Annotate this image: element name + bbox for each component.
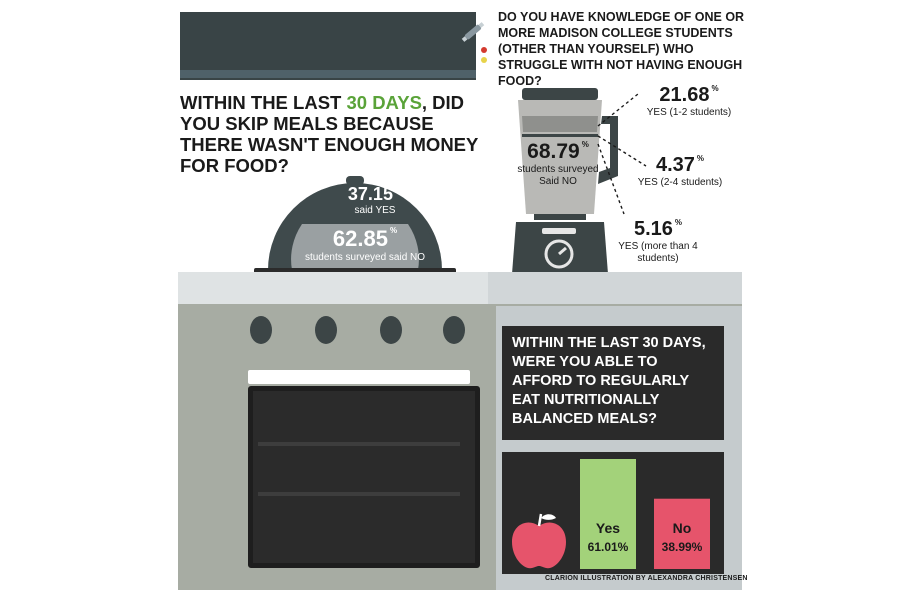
yes-more-pct: %: [674, 218, 683, 227]
yes-2-4-pct: %: [696, 154, 705, 163]
bar-value-label: 38.99%: [662, 540, 703, 554]
oven-handle: [248, 370, 470, 384]
oven-rack: [258, 492, 460, 496]
stove-knob-icon: [443, 316, 465, 344]
leader-lines: [597, 93, 647, 215]
indicator-light-red: [481, 47, 487, 53]
leader-line-4-plus: [597, 143, 625, 215]
bar-category-label: No: [673, 520, 692, 536]
indicator-light-yellow: [481, 57, 487, 63]
range-hood: [180, 12, 476, 80]
skip-meals-question-part1: WITHIN THE LAST: [180, 92, 347, 113]
cloche-yes-value: 37.15: [347, 184, 393, 204]
cloche-no-value: 62.85: [332, 226, 388, 251]
blender-no-pct: %: [581, 140, 589, 149]
cloche-no-stat: 62.85% students surveyed said NO: [290, 226, 440, 264]
cloche-yes-stat: 37.15% said YES: [330, 184, 420, 217]
yes-more-value: 5.16: [633, 218, 673, 240]
cloche-no-label: students surveyed said NO: [304, 252, 426, 263]
stove-knob-icon: [250, 316, 272, 344]
balanced-meals-bar-chart: Yes 61.01% No 38.99%: [580, 459, 710, 569]
yes-1-2-pct: %: [711, 84, 719, 93]
bar-value-label: 61.01%: [588, 540, 629, 554]
infographic: DO YOU HAVE KNOWLEDGE OF ONE OR MORE MAD…: [140, 0, 760, 600]
oven-rack: [258, 442, 460, 446]
yes-1-2-value: 21.68: [659, 84, 710, 106]
skip-meals-question: WITHIN THE LAST 30 DAYS, DID YOU SKIP ME…: [180, 92, 480, 176]
yes-2-4-value: 4.37: [655, 154, 695, 176]
blender-no-stat: 68.79% students surveyed Said NO: [516, 140, 600, 188]
skip-meals-question-highlight: 30 DAYS: [346, 92, 422, 113]
satellite-icon: [461, 22, 485, 42]
leader-line-1-2: [597, 93, 639, 127]
illustration-credit: CLARION ILLUSTRATION BY ALEXANDRA CHRIST…: [545, 575, 748, 582]
oven-window: [248, 386, 480, 568]
blender-icon: [512, 88, 618, 274]
yes-more-stat: 5.16% YES (more than 4 students): [610, 218, 706, 265]
balanced-question-panel: [502, 326, 724, 440]
yes-2-4-label: YES (2-4 students): [637, 177, 723, 188]
blender-no-value: 68.79: [527, 140, 580, 163]
blender-question: DO YOU HAVE KNOWLEDGE OF ONE OR MORE MAD…: [498, 10, 745, 88]
yes-1-2-stat: 21.68% YES (1-2 students): [634, 84, 744, 119]
cloche-no-pct: %: [389, 226, 398, 235]
apple-icon: [512, 513, 566, 569]
blender-no-label: students surveyed Said NO: [517, 164, 599, 187]
stove-knob-icon: [315, 316, 337, 344]
stove-knob-icon: [380, 316, 402, 344]
bar-yes: [580, 459, 636, 569]
yes-1-2-label: YES (1-2 students): [646, 107, 732, 118]
cloche-yes-label: said YES: [354, 205, 396, 216]
cloche-yes-pct: %: [394, 184, 403, 193]
counter-top-right: [488, 272, 742, 304]
bar-no: [654, 498, 710, 569]
balanced-question: WITHIN THE LAST 30 DAYS, WERE YOU ABLE T…: [512, 335, 706, 427]
bar-category-label: Yes: [596, 520, 620, 536]
yes-2-4-stat: 4.37% YES (2-4 students): [628, 154, 732, 189]
skip-meals-question-part2: , DID YOU SKIP MEALS BECAUSE THERE WASN'…: [180, 92, 479, 176]
yes-more-label: YES (more than 4 students): [618, 241, 698, 264]
range-hood-stripe: [180, 70, 476, 78]
